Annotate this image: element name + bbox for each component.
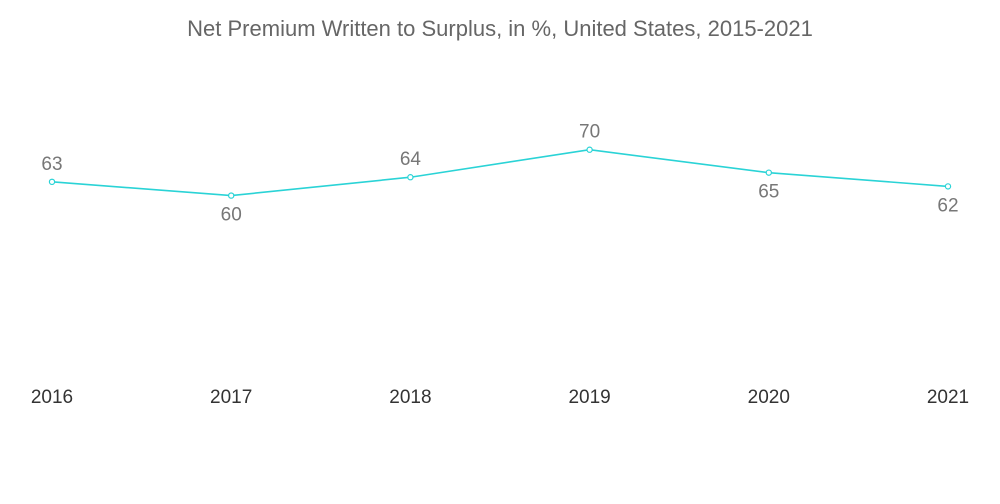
x-axis-ticks: 2016 2017 2018 2019 2020 2021 (31, 387, 969, 408)
x-tick-label: 2019 (568, 387, 610, 408)
points-layer (48, 146, 952, 199)
data-point[interactable] (48, 178, 56, 186)
data-point[interactable] (765, 169, 773, 176)
data-point[interactable] (227, 192, 235, 199)
data-label: 60 (221, 205, 242, 226)
data-labels: 63 60 64 70 65 62 (41, 122, 958, 226)
x-tick-label: 2020 (748, 387, 790, 408)
x-tick-label: 2017 (210, 387, 252, 408)
data-label: 62 (937, 195, 958, 216)
data-point[interactable] (586, 146, 593, 153)
series-layer (51, 148, 949, 197)
x-tick-label: 2016 (31, 387, 73, 408)
x-tick-label: 2018 (389, 387, 431, 408)
series-line (51, 148, 949, 197)
data-label: 63 (41, 154, 62, 175)
chart-title: Net Premium Written to Surplus, in %, Un… (187, 16, 813, 41)
data-label: 70 (579, 122, 600, 143)
data-point[interactable] (407, 174, 414, 181)
data-point[interactable] (944, 183, 952, 190)
x-tick-label: 2021 (927, 387, 969, 408)
data-label: 64 (400, 149, 422, 170)
data-label: 65 (758, 182, 779, 203)
